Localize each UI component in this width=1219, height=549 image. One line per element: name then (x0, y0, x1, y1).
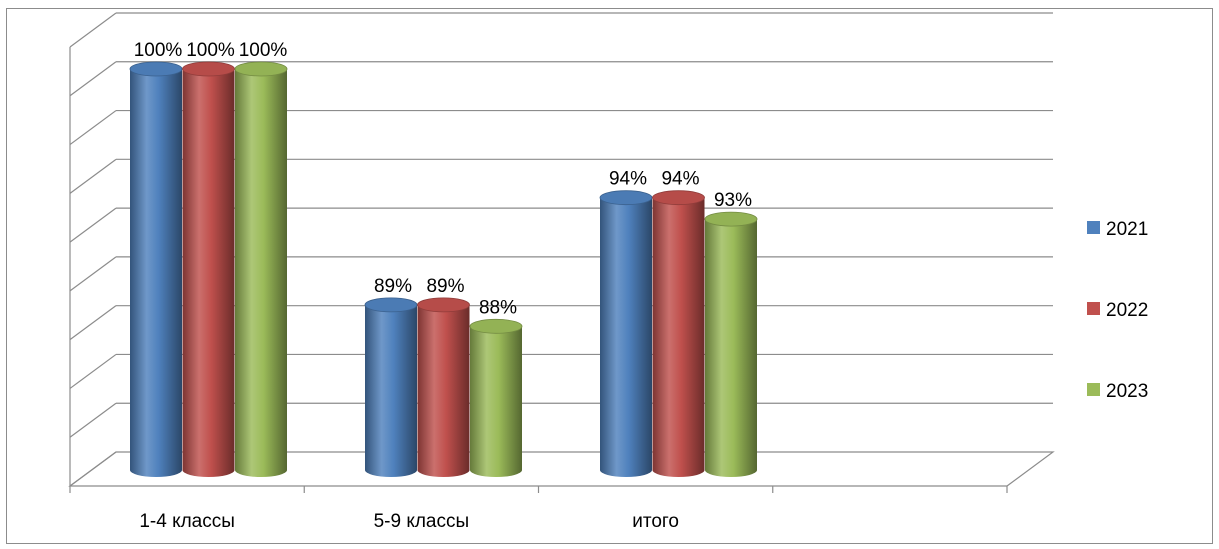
legend-label: 2021 (1106, 219, 1148, 240)
legend-item-2021: 2021 (1087, 219, 1148, 240)
legend-swatch (1087, 383, 1100, 396)
legend-item-2023: 2023 (1087, 381, 1148, 402)
x-tick-label: 1-4 классы (139, 511, 235, 532)
legend-item-2022: 2022 (1087, 300, 1148, 321)
chart-floor (68, 451, 1055, 487)
x-tick-labels: 1-4 классы 5-9 классы итого (139, 511, 679, 532)
legend-label: 2022 (1106, 300, 1148, 321)
bar-2021-1 (364, 297, 418, 477)
side-wall-line (69, 61, 117, 97)
data-label: 93% (714, 190, 752, 211)
bar-2023-1 (469, 318, 523, 477)
data-labels: 100% 100% 100%89% 89%88%94% 94%93% (134, 40, 752, 318)
bars (129, 61, 758, 478)
data-label: 100% (239, 40, 288, 61)
bar-2021-2 (599, 190, 653, 477)
legend-swatch (1087, 221, 1100, 234)
data-label: 100% (134, 40, 183, 61)
axes (68, 47, 1055, 493)
side-wall-line (69, 110, 117, 146)
bar-2022-1 (417, 297, 470, 478)
legend: 2021 2022 2023 (1087, 219, 1148, 402)
side-wall-line (69, 256, 117, 292)
side-wall-line (69, 305, 117, 341)
side-wall-line (69, 207, 117, 243)
bar-2021-0 (129, 61, 183, 477)
legend-label: 2023 (1106, 381, 1148, 402)
data-label: 89% (374, 276, 412, 297)
bar-2023-0 (234, 61, 288, 477)
data-label: 88% (479, 297, 517, 318)
data-label: 94% (609, 169, 647, 190)
x-tick-label: итого (632, 511, 679, 532)
data-label: 94% (661, 169, 699, 190)
legend-swatch (1087, 302, 1100, 315)
side-wall-line (69, 12, 117, 48)
side-wall-line (69, 402, 117, 438)
side-wall-line (69, 353, 117, 389)
x-tick-label: 5-9 классы (374, 511, 470, 532)
bar-2022-0 (182, 61, 235, 478)
data-label: 89% (426, 276, 464, 297)
bar-2022-2 (652, 190, 705, 478)
side-wall-line (69, 158, 117, 194)
bar-2023-2 (704, 211, 758, 477)
data-label: 100% (186, 40, 235, 61)
